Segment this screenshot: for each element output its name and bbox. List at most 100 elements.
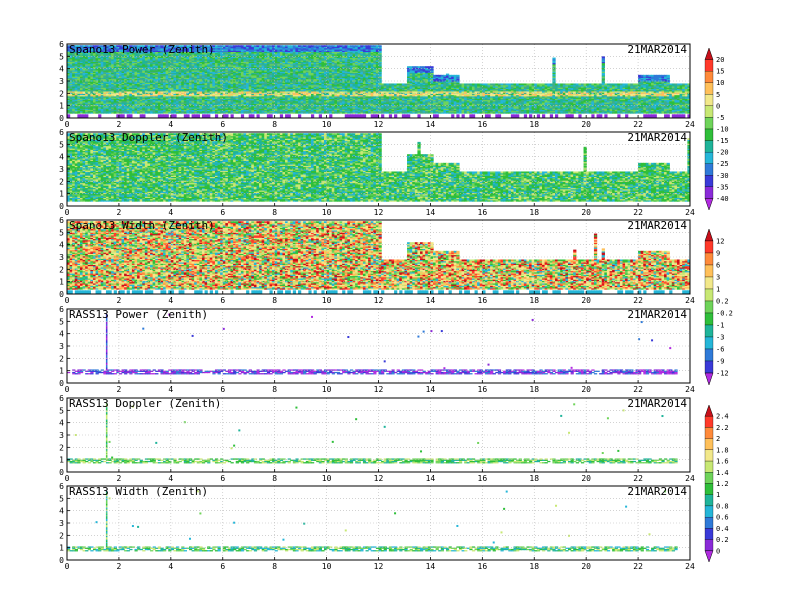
data-cell	[235, 69, 239, 72]
data-cell	[282, 55, 286, 57]
data-cell	[238, 97, 242, 99]
data-cell	[168, 71, 172, 73]
data-cell	[212, 81, 216, 83]
data-cell	[126, 46, 130, 49]
data-cell	[129, 66, 133, 69]
data-cell	[251, 105, 255, 108]
data-cell	[116, 110, 120, 113]
data-cell	[137, 69, 141, 72]
data-cell	[105, 101, 110, 104]
data-cell	[124, 110, 128, 113]
data-cell	[139, 108, 143, 110]
data-cell	[217, 57, 221, 60]
data-cell	[209, 67, 213, 70]
data-cell	[277, 109, 281, 112]
data-cell	[142, 83, 146, 86]
data-cell	[287, 58, 291, 61]
data-cell	[165, 101, 169, 104]
data-cell	[298, 60, 302, 62]
data-cell	[170, 62, 175, 65]
data-cell	[277, 108, 281, 110]
data-cell	[95, 51, 99, 54]
data-cell	[121, 66, 125, 69]
data-cell	[90, 66, 94, 69]
data-cell	[134, 62, 138, 65]
data-cell	[157, 111, 162, 114]
data-cell	[181, 89, 185, 92]
data-cell	[137, 92, 141, 94]
data-cell	[292, 52, 297, 55]
data-cell	[152, 52, 156, 55]
data-cell	[191, 56, 195, 59]
data-cell	[176, 90, 180, 93]
data-cell	[194, 83, 198, 86]
data-cell	[269, 66, 273, 69]
data-cell	[95, 45, 99, 48]
data-cell	[222, 83, 226, 86]
data-cell	[261, 95, 265, 98]
data-cell	[233, 93, 237, 96]
data-cell	[183, 68, 188, 71]
data-cell	[199, 106, 203, 109]
data-cell	[103, 79, 107, 82]
data-cell	[90, 100, 94, 103]
data-cell	[147, 66, 151, 69]
data-cell	[131, 52, 136, 55]
data-cell	[225, 56, 229, 59]
data-cell	[173, 76, 177, 78]
data-cell	[100, 76, 104, 78]
data-cell	[227, 100, 232, 103]
data-cell	[183, 62, 188, 65]
data-cell	[129, 98, 133, 101]
data-cell	[181, 68, 185, 71]
data-cell	[183, 60, 188, 62]
data-cell	[266, 72, 271, 75]
data-cell	[98, 99, 102, 102]
data-cell	[222, 98, 226, 101]
data-cell	[124, 51, 128, 54]
data-cell	[240, 69, 245, 72]
data-cell	[212, 106, 216, 109]
data-cell	[264, 62, 268, 65]
data-cell	[253, 94, 258, 97]
data-cell	[118, 97, 123, 99]
data-cell	[165, 67, 169, 70]
data-cell	[176, 97, 180, 99]
data-cell	[189, 100, 193, 103]
data-cell	[121, 73, 125, 76]
data-cell	[181, 105, 185, 108]
data-cell	[246, 82, 250, 85]
data-cell	[163, 95, 167, 98]
data-cell	[103, 99, 107, 102]
data-cell	[67, 52, 71, 55]
data-cell	[178, 98, 182, 101]
data-cell	[103, 88, 107, 91]
data-cell	[98, 100, 102, 103]
data-cell	[191, 74, 195, 77]
data-cell	[121, 84, 125, 87]
data-cell	[155, 95, 159, 98]
data-cell	[277, 93, 281, 96]
data-cell	[295, 105, 299, 108]
data-cell	[147, 93, 151, 96]
data-cell	[290, 89, 294, 92]
data-cell	[214, 66, 219, 69]
data-cell	[194, 51, 198, 54]
data-cell	[163, 57, 167, 60]
data-cell	[209, 79, 213, 82]
data-cell	[186, 57, 190, 60]
data-cell	[217, 76, 221, 78]
data-cell	[264, 111, 268, 114]
data-cell	[108, 100, 112, 103]
data-cell	[111, 63, 115, 66]
data-cell	[131, 103, 136, 106]
data-cell	[90, 72, 94, 75]
data-cell	[251, 88, 255, 91]
data-cell	[144, 93, 149, 96]
data-cell	[77, 92, 81, 94]
data-cell	[269, 95, 273, 98]
data-cell	[95, 93, 99, 96]
data-cell	[98, 89, 102, 92]
data-cell	[298, 108, 302, 110]
